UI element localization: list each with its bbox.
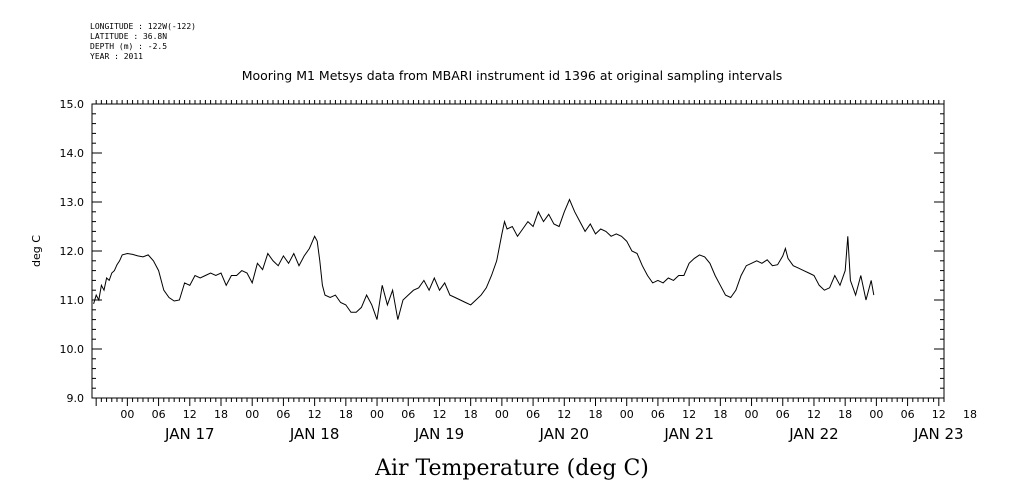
y-tick-label: 11.0: [60, 294, 85, 307]
x-hour-tick-label: 12: [807, 408, 821, 421]
x-hour-tick-label: 00: [495, 408, 509, 421]
x-hour-tick-label: 12: [183, 408, 197, 421]
y-tick-label: 10.0: [60, 343, 85, 356]
header-metadata: LONGITUDE : 122W(-122) LATITUDE : 36.8N …: [90, 22, 196, 61]
x-hour-tick-label: 06: [526, 408, 540, 421]
x-hour-tick-label: 00: [745, 408, 759, 421]
x-hour-tick-label: 12: [557, 408, 571, 421]
x-hour-tick-label: 18: [963, 408, 977, 421]
x-hour-tick-label: 06: [776, 408, 790, 421]
x-hour-tick-label: 00: [869, 408, 883, 421]
x-day-label: JAN 21: [663, 425, 714, 443]
x-hour-tick-label: 18: [464, 408, 478, 421]
x-hour-tick-label: 12: [932, 408, 946, 421]
longitude-text: LONGITUDE : 122W(-122): [90, 22, 196, 31]
y-axis: 9.0 10.0 11.0 12.0 13.0 14.0 15.0: [60, 98, 944, 405]
x-hour-tick-label: 06: [276, 408, 290, 421]
x-axis-label: Air Temperature (deg C): [374, 456, 649, 481]
x-hour-tick-label: 06: [901, 408, 915, 421]
x-day-label: JAN 20: [539, 425, 590, 443]
x-day-label: JAN 18: [289, 425, 340, 443]
x-hour-tick-label: 18: [339, 408, 353, 421]
x-hour-tick-label: 06: [401, 408, 415, 421]
x-day-label: JAN 19: [414, 425, 465, 443]
x-hour-tick-label: 12: [308, 408, 322, 421]
y-tick-label: 15.0: [60, 98, 85, 111]
x-hour-tick-label: 18: [589, 408, 603, 421]
air-temperature-series-line: [93, 198, 875, 320]
year-text: YEAR : 2011: [90, 52, 143, 61]
x-hour-tick-label: 00: [245, 408, 259, 421]
x-hour-tick-label: 00: [120, 408, 134, 421]
x-day-label: JAN 23: [913, 425, 964, 443]
y-tick-label: 13.0: [60, 196, 85, 209]
x-hour-tick-label: 06: [152, 408, 166, 421]
depth-text: DEPTH (m) : -2.5: [90, 42, 167, 51]
y-axis-label: deg C: [30, 235, 43, 267]
x-hour-tick-label: 12: [432, 408, 446, 421]
x-hour-tick-label: 18: [713, 408, 727, 421]
x-hour-tick-label: 06: [651, 408, 665, 421]
x-hour-tick-label: 12: [682, 408, 696, 421]
y-tick-label: 14.0: [60, 147, 85, 160]
y-tick-label: 12.0: [60, 245, 85, 258]
chart-title: Mooring M1 Metsys data from MBARI instru…: [242, 68, 783, 83]
x-hour-tick-label: 18: [214, 408, 228, 421]
plot-frame: [91, 103, 945, 399]
x-hour-tick-label: 00: [370, 408, 384, 421]
latitude-text: LATITUDE : 36.8N: [90, 32, 167, 41]
x-axis: 00 06 12 18 00 06 12 18 00 06 12 18 00 06 12 18 00 06 12 18…: [95, 100, 977, 443]
x-day-label: JAN 22: [788, 425, 839, 443]
x-hour-tick-label: 00: [620, 408, 634, 421]
y-tick-label: 9.0: [67, 392, 85, 405]
x-hour-tick-label: 18: [838, 408, 852, 421]
x-day-label: JAN 17: [164, 425, 215, 443]
